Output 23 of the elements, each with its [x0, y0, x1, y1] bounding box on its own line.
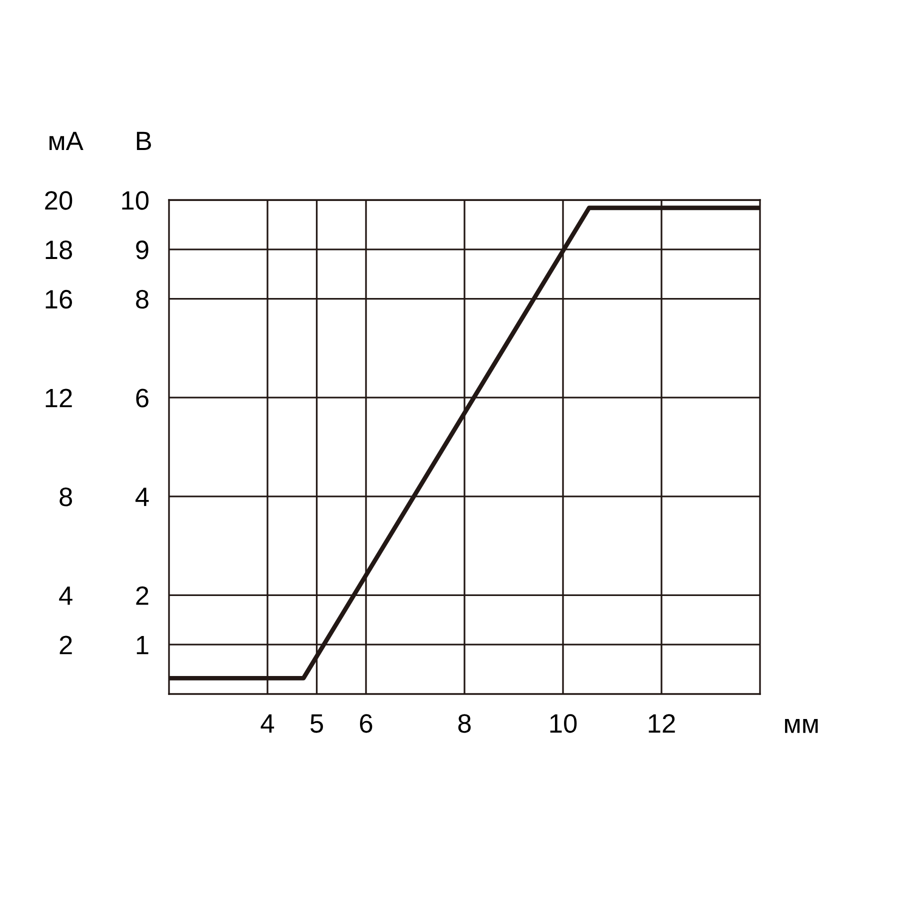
y2-axis-title: мА: [50, 132, 84, 150]
y-tick-label: 4: [135, 488, 149, 506]
y-axis-title: В: [136, 132, 151, 150]
y2-tick-label: 4: [59, 586, 72, 605]
y-tick-label: 10: [122, 191, 149, 210]
x-tick-label: 10: [550, 714, 577, 733]
x-tick-label: 8: [458, 714, 471, 733]
x-tick-label: 4: [260, 714, 274, 733]
x-axis-title: мм: [785, 718, 818, 733]
x-tick-label: 12: [648, 714, 675, 733]
y2-tick-label: 8: [60, 488, 72, 506]
y2-tick-label: 16: [46, 290, 72, 309]
y-tick-label: 8: [136, 290, 148, 309]
y2-tick-label: 18: [46, 240, 72, 260]
x-tick-label: 6: [360, 714, 372, 733]
y-tick-label: 6: [136, 388, 148, 408]
y2-tick-label: 12: [46, 388, 72, 408]
y2-tick-label: 2: [60, 636, 72, 654]
x-tick-label: 5: [310, 714, 323, 733]
y-tick-label: 2: [136, 586, 148, 605]
y-tick-label: 1: [136, 636, 148, 654]
y-tick-label: 9: [136, 240, 148, 260]
y2-tick-label: 20: [45, 191, 72, 210]
